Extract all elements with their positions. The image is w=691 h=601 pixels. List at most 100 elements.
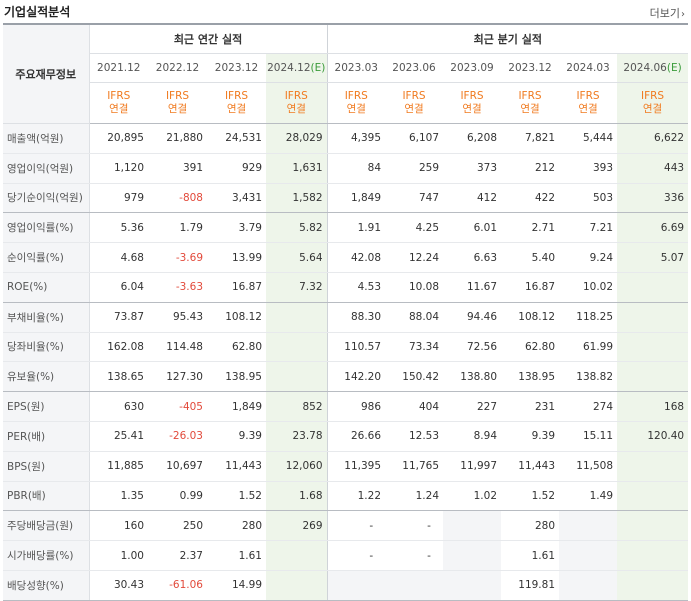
table-cell: 1,582 (266, 183, 328, 214)
table-cell: 6.01 (443, 212, 502, 244)
table-cell: 11,997 (443, 451, 502, 482)
table-cell: - (326, 510, 386, 542)
table-cell: 138.80 (443, 361, 502, 393)
table-cell: 15.11 (559, 421, 618, 452)
table-cell: 5.07 (617, 242, 689, 273)
consolidated-label: 연결 (462, 103, 482, 115)
table-cell (617, 540, 689, 571)
period-label: 2024.03 (566, 62, 610, 74)
table-cell: 4.68 (89, 242, 148, 273)
table-cell (385, 570, 444, 601)
table-cell (617, 361, 689, 393)
table-cell: 7,821 (501, 123, 560, 154)
consolidated-label: 연결 (286, 103, 306, 115)
table-cell: 138.95 (501, 361, 560, 393)
table-cell: 114.48 (148, 332, 207, 363)
table-cell: 3,431 (207, 183, 266, 214)
table-cell: 88.30 (326, 302, 386, 333)
financial-summary-table: 주요재무정보 최근 연간 실적 최근 분기 실적 2021.12 2022.12 2… (3, 23, 689, 601)
table-cell: 142.20 (326, 361, 386, 393)
row-label: 부채비율(%) (3, 302, 90, 333)
consolidated-label: 연결 (167, 103, 188, 115)
table-cell: 280 (207, 510, 266, 542)
consolidated-label: 연결 (346, 103, 366, 115)
accounting-standard-header: IFRS 연결 (207, 82, 266, 124)
accounting-standard-header: IFRS 연결 (385, 82, 444, 124)
table-row: PBR(배) 1.35 0.99 1.52 1.68 1.22 1.24 1.02 1.52 1.… (3, 481, 689, 512)
table-cell: 0.99 (148, 481, 207, 512)
table-cell: 503 (559, 183, 618, 214)
table-cell: 1.24 (385, 481, 444, 512)
table-cell: 62.80 (501, 332, 560, 363)
table-cell: 108.12 (501, 302, 560, 333)
table-cell: 24,531 (207, 123, 266, 154)
ifrs-label: IFRS (518, 90, 542, 102)
table-cell: 12.53 (385, 421, 444, 452)
table-cell: 1.22 (326, 481, 386, 512)
table-cell: 6.63 (443, 242, 502, 273)
table-cell: 269 (266, 510, 328, 542)
period-header: 2023.09 (443, 53, 502, 83)
table-cell: 16.87 (501, 272, 560, 303)
table-cell: 62.80 (207, 332, 266, 363)
table-cell: 404 (385, 391, 444, 422)
table-row: 매출액(억원) 20,895 21,880 24,531 28,029 4,395 6,10… (3, 123, 689, 154)
more-link-label: 더보기 (649, 7, 680, 20)
table-cell: 11,885 (89, 451, 148, 482)
period-label: 2024.06 (623, 62, 667, 74)
consolidated-label: 연결 (642, 103, 663, 115)
table-cell: 7.21 (559, 212, 618, 244)
table-cell: 160 (89, 510, 148, 542)
row-label: EPS(원) (3, 391, 90, 422)
table-cell (326, 570, 386, 601)
table-cell: 11,395 (326, 451, 386, 482)
chevron-right-icon: › (681, 9, 685, 20)
table-cell: 373 (443, 153, 502, 184)
table-row: PER(배) 25.41 -26.03 9.39 23.78 26.66 12.53 8.94… (3, 421, 689, 452)
table-cell: 88.04 (385, 302, 444, 333)
table-cell: 11,443 (501, 451, 560, 482)
table-cell: 9.39 (501, 421, 560, 452)
table-cell: 979 (89, 183, 148, 214)
table-cell: -808 (148, 183, 207, 214)
accounting-standard-header: IFRS 연결 (326, 82, 386, 124)
table-cell: 4.53 (326, 272, 386, 303)
table-cell: 1.52 (207, 481, 266, 512)
table-row: 당기순이익(억원) 979 -808 3,431 1,582 1,849 747 412 422… (3, 183, 689, 214)
table-cell: 118.25 (559, 302, 618, 333)
table-cell: 1.35 (89, 481, 148, 512)
row-label: 매출액(억원) (3, 123, 90, 154)
period-label: 2024.12 (267, 62, 311, 74)
table-cell: 3.79 (207, 212, 266, 244)
table-cell: 10,697 (148, 451, 207, 482)
quarter-group-header: 최근 분기 실적 (326, 23, 689, 54)
row-label: PER(배) (3, 421, 90, 452)
table-cell (443, 540, 502, 571)
more-link[interactable]: 더보기› (650, 5, 685, 21)
ifrs-label: IFRS (641, 90, 665, 102)
table-cell: 443 (617, 153, 689, 184)
table-cell (617, 451, 689, 482)
table-cell: 336 (617, 183, 689, 214)
table-cell: -3.69 (148, 242, 207, 273)
table-cell: 630 (89, 391, 148, 422)
table-cell: 1.00 (89, 540, 148, 571)
table-cell (617, 481, 689, 512)
table-cell: 5,444 (559, 123, 618, 154)
table-cell: 73.34 (385, 332, 444, 363)
table-cell: 8.94 (443, 421, 502, 452)
table-cell (266, 361, 328, 393)
period-header: 2023.03 (326, 53, 386, 83)
period-label: 2023.06 (392, 62, 436, 74)
table-cell: 929 (207, 153, 266, 184)
table-row: EPS(원) 630 -405 1,849 852 986 404 227 231 274 168 (3, 391, 689, 422)
table-cell: 1.02 (443, 481, 502, 512)
table-cell: 95.43 (148, 302, 207, 333)
table-cell: 12,060 (266, 451, 328, 482)
table-cell: 1.52 (501, 481, 560, 512)
table-row: ROE(%) 6.04 -3.63 16.87 7.32 4.53 10.08 11.67 16… (3, 272, 689, 303)
ifrs-label: IFRS (224, 90, 249, 102)
annual-group-header: 최근 연간 실적 (89, 23, 328, 54)
table-cell: 138.95 (207, 361, 266, 393)
table-cell (559, 510, 618, 542)
